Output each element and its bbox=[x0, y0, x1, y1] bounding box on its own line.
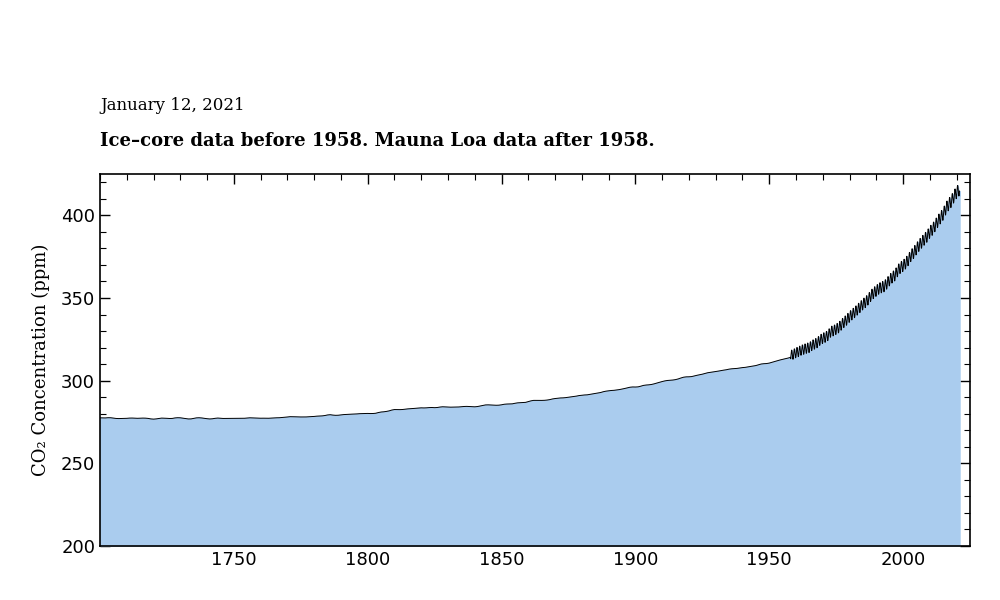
Text: January 12, 2021: January 12, 2021 bbox=[100, 97, 245, 114]
Y-axis label: CO₂ Concentration (ppm): CO₂ Concentration (ppm) bbox=[32, 244, 50, 476]
Text: Ice–core data before 1958. Mauna Loa data after 1958.: Ice–core data before 1958. Mauna Loa dat… bbox=[100, 132, 655, 150]
